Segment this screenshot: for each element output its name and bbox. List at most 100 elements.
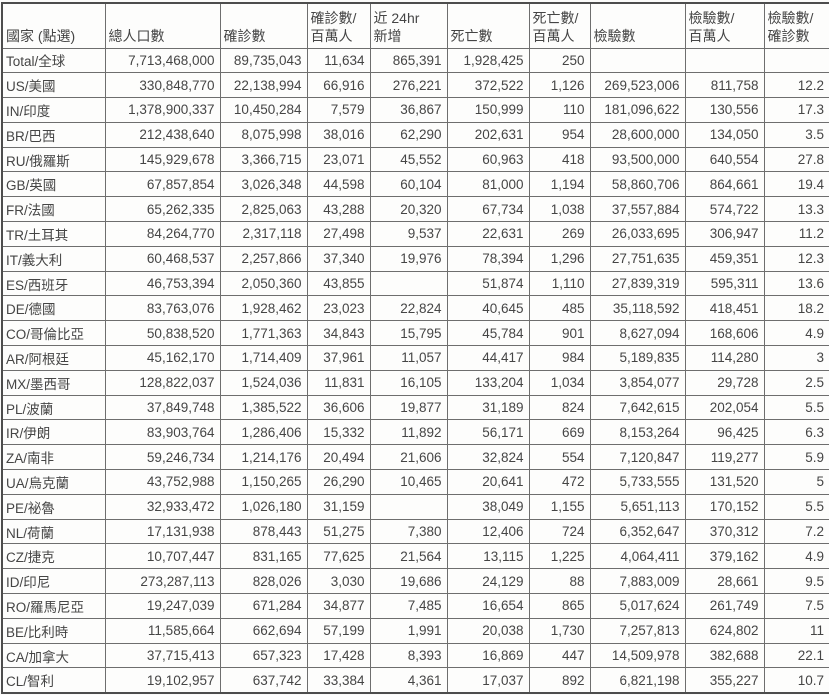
value-cell: 418,451 bbox=[684, 295, 765, 322]
value-cell: 1,714,409 bbox=[219, 345, 308, 371]
value-cell: 150,999 bbox=[446, 97, 530, 123]
value-cell: 418 bbox=[528, 146, 591, 173]
country-cell[interactable]: Total/全球 bbox=[1, 47, 106, 74]
col-header-label: 死亡數/ bbox=[532, 10, 579, 27]
value-cell: 13.6 bbox=[763, 270, 829, 297]
country-cell[interactable]: IT/義大利 bbox=[1, 245, 106, 272]
country-cell[interactable]: RU/俄羅斯 bbox=[1, 146, 106, 173]
value-cell bbox=[369, 270, 448, 297]
value-cell: 2,257,866 bbox=[219, 245, 308, 272]
country-cell[interactable]: CA/加拿大 bbox=[1, 642, 106, 669]
value-cell: 31,159 bbox=[306, 493, 371, 520]
country-cell[interactable]: BE/比利時 bbox=[1, 617, 106, 644]
country-cell[interactable]: IN/印度 bbox=[1, 97, 106, 123]
value-cell: 828,026 bbox=[219, 568, 308, 595]
value-cell: 1,225 bbox=[528, 543, 591, 570]
value-cell: 2.5 bbox=[763, 369, 829, 396]
value-cell: 1,385,522 bbox=[219, 394, 308, 421]
value-cell: 32,824 bbox=[446, 444, 530, 471]
col-header-country: 國家 (點選) bbox=[1, 2, 106, 49]
value-cell: 22,631 bbox=[446, 221, 530, 247]
value-cell: 878,443 bbox=[219, 518, 308, 545]
country-cell[interactable]: DE/德國 bbox=[1, 295, 106, 322]
col-header-tests-per-confirmed: 檢驗數/確診數 bbox=[763, 2, 829, 49]
value-cell: 21,606 bbox=[369, 444, 448, 471]
value-cell: 59,246,734 bbox=[104, 444, 221, 471]
country-cell[interactable]: MX/墨西哥 bbox=[1, 369, 106, 396]
country-cell[interactable]: FR/法國 bbox=[1, 196, 106, 223]
value-cell: 662,694 bbox=[219, 617, 308, 644]
value-cell: 7.5 bbox=[763, 593, 829, 619]
col-header-label: 國家 (點選) bbox=[6, 28, 76, 45]
value-cell: 811,758 bbox=[684, 72, 765, 99]
value-cell: 8,393 bbox=[369, 642, 448, 669]
country-cell[interactable]: AR/阿根廷 bbox=[1, 345, 106, 371]
value-cell: 46,753,394 bbox=[104, 270, 221, 297]
country-cell[interactable]: ID/印尼 bbox=[1, 568, 106, 595]
country-cell[interactable]: US/美國 bbox=[1, 72, 106, 99]
value-cell bbox=[763, 47, 829, 74]
value-cell: 14,509,978 bbox=[589, 642, 686, 669]
country-cell[interactable]: UA/烏克蘭 bbox=[1, 469, 106, 495]
value-cell: 83,763,076 bbox=[104, 295, 221, 322]
country-cell[interactable]: CO/哥倫比亞 bbox=[1, 320, 106, 347]
value-cell: 27,839,319 bbox=[589, 270, 686, 297]
value-cell: 20,494 bbox=[306, 444, 371, 471]
country-cell[interactable]: ES/西班牙 bbox=[1, 270, 106, 297]
table-body: Total/全球 7,713,468,000 89,735,043 11,634 865… bbox=[1, 47, 829, 694]
table-row: CL/智利 19,102,957 637,742 33,384 4,361 17,037 8… bbox=[1, 667, 829, 694]
value-cell: 114,280 bbox=[684, 345, 765, 371]
value-cell: 5,017,624 bbox=[589, 593, 686, 619]
value-cell: 7.2 bbox=[763, 518, 829, 545]
value-cell: 23,023 bbox=[306, 295, 371, 322]
value-cell: 28,661 bbox=[684, 568, 765, 595]
value-cell: 28,600,000 bbox=[589, 121, 686, 148]
value-cell: 20,038 bbox=[446, 617, 530, 644]
col-header-deaths: 死亡數 bbox=[446, 2, 530, 49]
value-cell: 19,976 bbox=[369, 245, 448, 272]
country-cell[interactable]: BR/巴西 bbox=[1, 121, 106, 148]
country-cell[interactable]: CL/智利 bbox=[1, 667, 106, 694]
table-row: FR/法國 65,262,335 2,825,063 43,288 20,320 67,7… bbox=[1, 196, 829, 223]
value-cell: 276,221 bbox=[369, 72, 448, 99]
value-cell: 88 bbox=[528, 568, 591, 595]
value-cell: 6,352,647 bbox=[589, 518, 686, 545]
value-cell: 45,784 bbox=[446, 320, 530, 347]
country-cell[interactable]: RO/羅馬尼亞 bbox=[1, 593, 106, 619]
value-cell: 595,311 bbox=[684, 270, 765, 297]
value-cell: 19,686 bbox=[369, 568, 448, 595]
col-header-label: 檢驗數/ bbox=[688, 10, 735, 27]
table-row: IT/義大利 60,468,537 2,257,866 37,340 19,976 78,… bbox=[1, 245, 829, 272]
value-cell: 38,016 bbox=[306, 121, 371, 148]
country-cell[interactable]: IR/伊朗 bbox=[1, 419, 106, 446]
country-cell[interactable]: PE/祕魯 bbox=[1, 493, 106, 520]
country-cell[interactable]: TR/土耳其 bbox=[1, 221, 106, 247]
country-cell[interactable]: GB/英國 bbox=[1, 171, 106, 198]
value-cell: 7,713,468,000 bbox=[104, 47, 221, 74]
value-cell: 13,115 bbox=[446, 543, 530, 570]
value-cell: 67,857,854 bbox=[104, 171, 221, 198]
value-cell: 3,026,348 bbox=[219, 171, 308, 198]
value-cell: 145,929,678 bbox=[104, 146, 221, 173]
value-cell: 32,933,472 bbox=[104, 493, 221, 520]
country-cell[interactable]: CZ/捷克 bbox=[1, 543, 106, 570]
value-cell: 43,288 bbox=[306, 196, 371, 223]
value-cell: 640,554 bbox=[684, 146, 765, 173]
value-cell: 4.9 bbox=[763, 320, 829, 347]
table-row: AR/阿根廷 45,162,170 1,714,409 37,961 11,057 44,… bbox=[1, 345, 829, 371]
value-cell: 5 bbox=[763, 469, 829, 495]
value-cell: 89,735,043 bbox=[219, 47, 308, 74]
col-header-label: 檢驗數/ bbox=[767, 10, 814, 27]
table-row: DE/德國 83,763,076 1,928,462 23,023 22,824 40,6… bbox=[1, 295, 829, 322]
value-cell: 22,824 bbox=[369, 295, 448, 322]
value-cell: 29,728 bbox=[684, 369, 765, 396]
table-row: IR/伊朗 83,903,764 1,286,406 15,332 11,892 56,1… bbox=[1, 419, 829, 446]
value-cell: 554 bbox=[528, 444, 591, 471]
value-cell: 50,838,520 bbox=[104, 320, 221, 347]
country-cell[interactable]: NL/荷蘭 bbox=[1, 518, 106, 545]
value-cell: 38,049 bbox=[446, 493, 530, 520]
country-cell[interactable]: PL/波蘭 bbox=[1, 394, 106, 421]
value-cell: 181,096,622 bbox=[589, 97, 686, 123]
country-cell[interactable]: ZA/南非 bbox=[1, 444, 106, 471]
value-cell: 3 bbox=[763, 345, 829, 371]
